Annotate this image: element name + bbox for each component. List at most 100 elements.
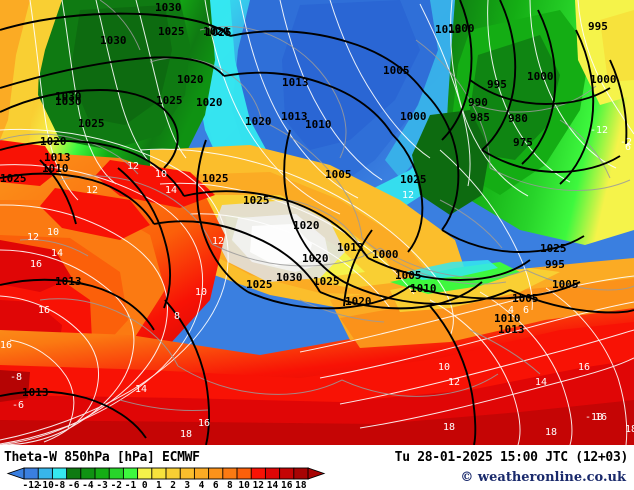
isobar-label: 1013 bbox=[337, 241, 364, 254]
isobar-label: 1030 bbox=[100, 34, 127, 47]
isobar-label: 1025 bbox=[540, 242, 567, 255]
color-scale-tick-label: 6 bbox=[213, 480, 219, 489]
copyright-label: © weatheronline.co.uk bbox=[460, 470, 626, 485]
isobar-label: 1000 bbox=[400, 110, 427, 123]
isobar-label: 1020 bbox=[40, 135, 67, 148]
isobar-label: 1020 bbox=[196, 96, 223, 109]
color-scale-tick-label: 12 bbox=[253, 480, 264, 489]
color-swatch[interactable] bbox=[264, 467, 281, 480]
isobar-label: 1000 bbox=[448, 22, 475, 35]
color-scale-tick-label: 0 bbox=[142, 480, 148, 489]
color-swatch[interactable] bbox=[193, 467, 210, 480]
color-scale-tick-label: 1 bbox=[156, 480, 162, 489]
isobar-label: 1025 bbox=[243, 194, 270, 207]
thetaw-value-label: 10 bbox=[438, 362, 450, 373]
color-scale-tick-label: -3 bbox=[96, 480, 108, 489]
thetaw-value-label: 16 bbox=[38, 305, 50, 316]
isobar-label: 1013 bbox=[22, 386, 49, 399]
thetaw-value-label: -8 bbox=[10, 372, 22, 383]
isobar-label: 1020 bbox=[177, 73, 204, 86]
weather-map[interactable]: 1030 1030 1025 1025 1020 1025 1020 1020 1030 1025… bbox=[0, 0, 634, 445]
color-swatch[interactable] bbox=[94, 467, 111, 480]
color-swatch[interactable] bbox=[23, 467, 40, 480]
color-swatch[interactable] bbox=[151, 467, 167, 480]
thetaw-value-label: 16 bbox=[30, 259, 42, 270]
isobar-label: 1013 bbox=[282, 76, 309, 89]
color-swatch[interactable] bbox=[122, 467, 139, 480]
isobar-label: 1013 bbox=[281, 110, 308, 123]
thetaw-value-label: 16 bbox=[0, 340, 12, 351]
color-scale-tick-label: 14 bbox=[267, 480, 279, 489]
isobar-label: 1000 bbox=[372, 248, 399, 261]
thetaw-value-label: 12 bbox=[448, 377, 460, 388]
color-swatch[interactable] bbox=[293, 467, 309, 480]
color-swatch[interactable] bbox=[80, 467, 96, 480]
color-swatch[interactable] bbox=[222, 467, 238, 480]
isobar-lines bbox=[0, 0, 634, 445]
thetaw-value-label: 8 bbox=[174, 311, 180, 322]
color-scale-tick-label: 8 bbox=[227, 480, 233, 489]
thetaw-value-label: 14 bbox=[51, 248, 63, 259]
isobar-label: 1005 bbox=[383, 64, 410, 77]
color-scale-tick-label: 16 bbox=[281, 480, 293, 489]
thetaw-value-label: 12 bbox=[212, 236, 224, 247]
isobar-label: 1005 bbox=[395, 269, 422, 282]
datetime-label: Tu 28-01-2025 15:00 JTC (12+03) bbox=[394, 450, 629, 465]
thetaw-value-label: -6 bbox=[12, 400, 24, 411]
color-swatch[interactable] bbox=[51, 467, 68, 480]
thetaw-value-label: 18 bbox=[180, 429, 192, 440]
color-swatch[interactable] bbox=[37, 467, 54, 480]
isobar-label: 1010 bbox=[410, 282, 437, 295]
color-swatch[interactable] bbox=[236, 467, 253, 480]
thetaw-value-label: 14 bbox=[165, 185, 177, 196]
isobar-label: 990 bbox=[468, 96, 488, 109]
color-scale-svg: -12-10 -8 -6 -4 -3 -2 -1 0 1 2 3 4 6 8 10 12 14 16 18 bbox=[6, 467, 326, 489]
color-swatch[interactable] bbox=[165, 467, 182, 480]
color-scale-tick-label: -8 bbox=[54, 480, 66, 489]
color-swatch[interactable] bbox=[108, 467, 125, 480]
color-swatch[interactable] bbox=[179, 467, 196, 480]
thetaw-value-label: -12 bbox=[590, 125, 608, 136]
thetaw-value-label: 12 bbox=[86, 185, 98, 196]
thetaw-value-label: 18 bbox=[625, 424, 634, 435]
scale-left-arrow-icon bbox=[6, 467, 25, 480]
isobar-label: 1005 bbox=[512, 292, 539, 305]
color-scale-tick-labels: -12-10 -8 -6 -4 -3 -2 -1 0 1 2 3 4 6 8 10 12 14 16 18 bbox=[23, 480, 307, 489]
isobar-label: 1010 bbox=[42, 162, 69, 175]
coastlines bbox=[0, 0, 634, 411]
color-swatch[interactable] bbox=[208, 467, 224, 480]
color-scale-tick-label: -4 bbox=[82, 480, 94, 489]
color-scale-legend[interactable]: -12 -10 -8 -6 -4 -3 -2 -1 0 1 2 3 4 6 8 10 12 14 16 18 bbox=[6, 467, 326, 489]
color-scale-tick-label: -10 bbox=[37, 480, 54, 489]
isobar-label: 1013 bbox=[55, 275, 82, 288]
thetaw-value-label: 12 bbox=[27, 232, 39, 243]
isobar-label: 1030 bbox=[55, 95, 82, 108]
thetaw-value-label: -10 bbox=[585, 412, 603, 423]
isobar-label: 1005 bbox=[552, 278, 579, 291]
isobar-label: 1025 bbox=[205, 26, 232, 39]
color-scale-tick-label: 18 bbox=[295, 480, 307, 489]
parameter-label: Theta-W 850hPa [hPa] ECMWF bbox=[4, 450, 200, 465]
color-swatch[interactable] bbox=[137, 467, 153, 480]
isobar-label: 995 bbox=[487, 78, 507, 91]
isobar-label: 1005 bbox=[325, 168, 352, 181]
thetaw-value-label: 12 bbox=[127, 161, 139, 172]
isobar-label: 1013 bbox=[44, 151, 71, 164]
color-scale-tick-label: 10 bbox=[238, 480, 250, 489]
color-swatch[interactable] bbox=[250, 467, 267, 480]
isobar-label: 975 bbox=[513, 136, 533, 149]
isobar-label: 1010 bbox=[305, 118, 332, 131]
color-swatch[interactable] bbox=[66, 467, 82, 480]
color-swatch[interactable] bbox=[279, 467, 295, 480]
thetaw-value-label: -2 bbox=[620, 137, 632, 148]
thetaw-value-label: 4 bbox=[508, 305, 514, 316]
map-footer: Theta-W 850hPa [hPa] ECMWF Tu 28-01-2025… bbox=[0, 445, 634, 490]
isobar-label: 1025 bbox=[156, 94, 183, 107]
isobar-label: 1013 bbox=[498, 323, 525, 336]
color-scale-tick-label: -1 bbox=[125, 480, 137, 489]
thetaw-band-central-warm bbox=[150, 145, 470, 310]
thetaw-value-label: 18 bbox=[545, 427, 557, 438]
thetaw-value-label: 10 bbox=[47, 227, 59, 238]
thetaw-value-label: 16 bbox=[198, 418, 210, 429]
